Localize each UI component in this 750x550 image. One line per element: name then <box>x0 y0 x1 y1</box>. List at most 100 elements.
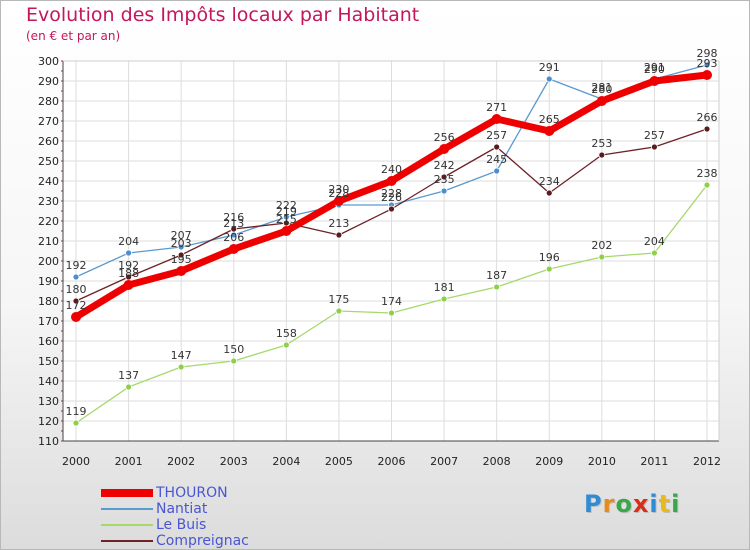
point-le-buis <box>177 363 185 371</box>
data-label-thouron: 293 <box>697 57 718 70</box>
point-le-buis <box>440 295 448 303</box>
point-le-buis <box>545 265 553 273</box>
data-label-compreignac: 234 <box>539 175 560 188</box>
data-label-nantiat: 228 <box>381 187 402 200</box>
y-tick-label: 130 <box>38 395 59 408</box>
point-thouron <box>596 96 607 106</box>
y-tick-label: 150 <box>38 355 59 368</box>
data-label-thouron: 195 <box>171 253 192 266</box>
logo-letter: i <box>671 490 681 518</box>
x-tick-label: 2005 <box>325 455 353 468</box>
data-label-nantiat: 207 <box>171 229 192 242</box>
y-tick-label: 160 <box>38 335 59 348</box>
data-label-compreignac: 180 <box>66 283 87 296</box>
point-thouron <box>544 126 555 136</box>
x-tick-label: 2012 <box>693 455 721 468</box>
chart-subtitle: (en € et par an) <box>26 29 121 43</box>
point-compreignac <box>598 151 606 159</box>
logo-letter: x <box>632 490 650 518</box>
data-label-nantiat: 213 <box>223 217 244 230</box>
point-le-buis <box>230 357 238 365</box>
data-label-nantiat: 291 <box>539 61 560 74</box>
y-tick-label: 290 <box>38 75 59 88</box>
point-le-buis <box>125 383 132 391</box>
y-tick-label: 300 <box>38 55 59 68</box>
logo-letter: P <box>584 490 603 518</box>
point-nantiat <box>125 249 132 257</box>
data-label-le-buis: 158 <box>276 327 297 340</box>
point-thouron <box>176 266 187 276</box>
data-label-le-buis: 137 <box>118 369 139 382</box>
logo-letter: i <box>649 490 659 518</box>
data-label-thouron: 271 <box>486 101 507 114</box>
y-tick-label: 280 <box>38 95 59 108</box>
point-le-buis <box>493 283 501 291</box>
data-label-le-buis: 175 <box>328 293 349 306</box>
point-thouron <box>71 312 81 322</box>
legend-swatch <box>101 489 153 497</box>
data-label-thouron: 188 <box>118 267 139 280</box>
x-tick-label: 2002 <box>167 455 195 468</box>
point-thouron <box>386 176 397 186</box>
point-thouron <box>281 226 292 236</box>
data-label-thouron: 265 <box>539 113 560 126</box>
y-tick-label: 220 <box>38 215 59 228</box>
data-label-le-buis: 174 <box>381 295 402 308</box>
point-compreignac <box>335 231 343 239</box>
data-label-compreignac: 226 <box>381 191 402 204</box>
point-le-buis <box>72 419 80 427</box>
y-tick-label: 250 <box>38 155 59 168</box>
point-compreignac <box>651 143 658 151</box>
data-label-nantiat: 281 <box>591 81 612 94</box>
point-nantiat <box>177 243 185 251</box>
data-label-le-buis: 147 <box>171 349 192 362</box>
logo-letter: r <box>602 490 616 518</box>
y-tick-label: 260 <box>38 135 59 148</box>
data-label-thouron: 256 <box>434 131 455 144</box>
y-tick-label: 200 <box>38 255 59 268</box>
point-le-buis <box>651 249 658 257</box>
point-thouron <box>649 76 660 86</box>
data-label-le-buis: 202 <box>591 239 612 252</box>
legend-label: THOURON <box>156 485 228 501</box>
data-label-nantiat: 222 <box>276 199 297 212</box>
data-label-nantiat: 235 <box>434 173 455 186</box>
data-label-nantiat: 291 <box>644 61 665 74</box>
data-label-nantiat: 245 <box>486 153 507 166</box>
chart-title: Evolution des Impôts locaux par Habitant <box>26 4 420 26</box>
y-tick-label: 230 <box>38 195 59 208</box>
data-label-thouron: 230 <box>328 183 349 196</box>
data-label-le-buis: 150 <box>223 343 244 356</box>
data-label-thouron: 215 <box>276 213 297 226</box>
logo-letter: o <box>615 490 633 518</box>
point-thouron <box>333 196 344 206</box>
point-compreignac <box>493 143 501 151</box>
data-label-compreignac: 266 <box>697 111 718 124</box>
y-tick-label: 110 <box>38 435 59 448</box>
data-label-compreignac: 219 <box>276 205 297 218</box>
point-compreignac <box>545 189 553 197</box>
data-label-le-buis: 187 <box>486 269 507 282</box>
point-nantiat <box>493 167 501 175</box>
data-label-le-buis: 196 <box>539 251 560 264</box>
point-nantiat <box>440 187 448 195</box>
point-le-buis <box>703 181 711 189</box>
data-label-nantiat: 298 <box>697 47 718 60</box>
data-label-le-buis: 204 <box>644 235 665 248</box>
y-tick-label: 270 <box>38 115 59 128</box>
point-le-buis <box>598 253 606 261</box>
legend-label: Compreignac <box>156 533 249 549</box>
data-label-compreignac: 192 <box>118 259 139 272</box>
proxiti-logo: Proxiti <box>584 490 680 518</box>
data-label-compreignac: 242 <box>434 159 455 172</box>
data-label-le-buis: 181 <box>434 281 455 294</box>
point-compreignac <box>72 297 80 305</box>
data-label-le-buis: 238 <box>697 167 718 180</box>
logo-letter: t <box>658 490 672 518</box>
x-tick-label: 2007 <box>430 455 458 468</box>
x-tick-label: 2001 <box>115 455 143 468</box>
data-label-compreignac: 253 <box>591 137 612 150</box>
data-label-nantiat: 204 <box>118 235 139 248</box>
y-tick-label: 170 <box>38 315 59 328</box>
